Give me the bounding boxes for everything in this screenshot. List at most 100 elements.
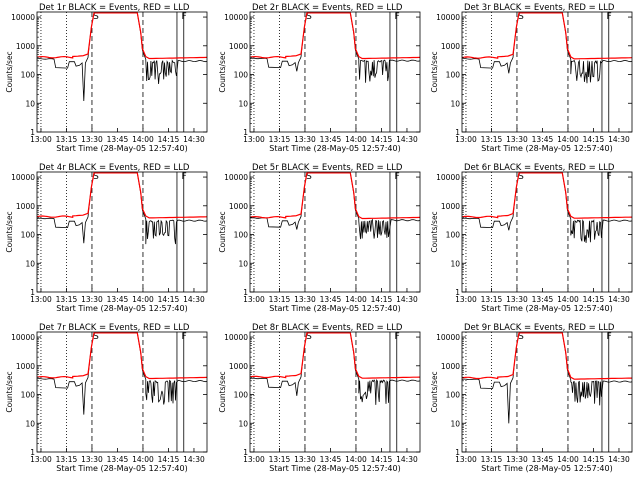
y-tick-label: 10 [238, 99, 248, 108]
x-tick-label: 14:00 [345, 295, 367, 304]
y-tick-label: 10000 [224, 333, 248, 342]
x-tick-label: 14:15 [371, 135, 393, 144]
x-tick-label: 14:00 [557, 455, 579, 464]
y-tick-label: 1 [455, 288, 460, 297]
lld-series-line [36, 12, 208, 60]
y-axis-label: Counts/sec [218, 371, 227, 412]
x-tick-label: 13:30 [294, 295, 316, 304]
lld-series-line [461, 332, 632, 380]
region-label: F [607, 12, 612, 22]
x-tick-label: 14:15 [158, 135, 180, 144]
x-tick-label: 13:45 [107, 295, 129, 304]
y-tick-label: 1 [455, 128, 460, 137]
y-tick-label: 1000 [229, 202, 248, 211]
y-axis-label: Counts/sec [5, 51, 14, 92]
x-tick-label: 13:00 [30, 135, 52, 144]
lld-series-line [249, 332, 421, 379]
x-tick-label: 14:30 [608, 135, 630, 144]
panel-title: Det 2r BLACK = Events, RED = LLD [252, 3, 403, 13]
y-tick-label: 10 [238, 419, 248, 428]
x-axis-label: Start Time (28-May-05 12:57:40) [56, 304, 187, 313]
events-series-line [461, 332, 633, 424]
x-tick-label: 13:45 [320, 455, 342, 464]
y-tick-label: 10000 [224, 173, 248, 182]
x-tick-label: 13:30 [506, 455, 528, 464]
plot-frame [36, 331, 208, 453]
events-series-line [36, 172, 208, 245]
x-tick-label: 13:15 [269, 135, 291, 144]
x-tick-label: 13:30 [294, 135, 316, 144]
y-tick-label: 100 [21, 231, 36, 240]
y-tick-label: 1000 [441, 202, 460, 211]
x-tick-label: 13:30 [81, 455, 103, 464]
y-tick-label: 1 [30, 288, 35, 297]
panel-title: Det 7r BLACK = Events, RED = LLD [39, 323, 190, 333]
region-label: F [182, 12, 187, 22]
y-tick-label: 100 [446, 71, 461, 80]
y-axis-label: Counts/sec [5, 371, 14, 412]
region-label: F [395, 12, 400, 22]
x-tick-label: 14:30 [183, 135, 205, 144]
x-tick-label: 13:00 [243, 455, 265, 464]
x-tick-label: 13:15 [269, 295, 291, 304]
x-axis-label: Start Time (28-May-05 12:57:40) [269, 304, 400, 313]
x-tick-label: 14:30 [608, 455, 630, 464]
y-tick-label: 10 [450, 99, 460, 108]
y-axis-label: Counts/sec [430, 51, 439, 92]
x-tick-label: 13:15 [481, 295, 503, 304]
x-axis-label: Start Time (28-May-05 12:57:40) [56, 464, 187, 473]
y-axis-label: Counts/sec [430, 211, 439, 252]
x-tick-label: 14:15 [158, 455, 180, 464]
region-label: S [93, 172, 99, 182]
x-tick-label: 14:15 [583, 295, 605, 304]
x-tick-label: 14:00 [132, 455, 154, 464]
x-tick-label: 13:15 [481, 135, 503, 144]
plot-frame [249, 331, 421, 453]
plot-frame [461, 171, 633, 293]
region-label: S [306, 172, 312, 182]
y-axis-label: Counts/sec [430, 371, 439, 412]
y-tick-label: 1 [30, 128, 35, 137]
x-tick-label: 14:15 [371, 295, 393, 304]
events-series-line [461, 172, 633, 243]
x-tick-label: 14:15 [583, 455, 605, 464]
y-tick-label: 1000 [229, 42, 248, 51]
y-tick-label: 100 [21, 71, 36, 80]
region-label: F [182, 332, 187, 342]
y-tick-label: 10 [25, 259, 35, 268]
events-series-line [249, 12, 421, 83]
panel-title: Det 3r BLACK = Events, RED = LLD [464, 3, 615, 13]
events-series-line [461, 12, 633, 84]
y-tick-label: 10 [25, 99, 35, 108]
x-tick-label: 13:15 [56, 135, 78, 144]
region-label: S [518, 12, 524, 22]
x-tick-label: 13:45 [320, 295, 342, 304]
y-tick-label: 100 [446, 391, 461, 400]
y-tick-label: 1 [243, 288, 248, 297]
x-tick-label: 14:00 [132, 295, 154, 304]
x-tick-label: 13:15 [56, 295, 78, 304]
lld-series-line [461, 172, 633, 219]
x-tick-label: 14:15 [583, 135, 605, 144]
y-tick-label: 10000 [11, 333, 35, 342]
region-label: S [306, 332, 312, 342]
events-series-line [36, 12, 208, 102]
events-series-line [36, 332, 208, 415]
plot-frame [36, 11, 208, 133]
x-tick-label: 13:45 [532, 295, 554, 304]
x-tick-label: 13:00 [455, 295, 477, 304]
x-tick-label: 14:30 [396, 455, 418, 464]
y-tick-label: 10000 [436, 173, 460, 182]
x-tick-label: 14:15 [158, 295, 180, 304]
panel-title: Det 6r BLACK = Events, RED = LLD [464, 163, 615, 173]
y-tick-label: 10 [450, 419, 460, 428]
y-tick-label: 1000 [16, 202, 35, 211]
x-tick-label: 14:30 [608, 295, 630, 304]
panel-title: Det 8r BLACK = Events, RED = LLD [252, 323, 403, 333]
region-label: S [93, 12, 99, 22]
